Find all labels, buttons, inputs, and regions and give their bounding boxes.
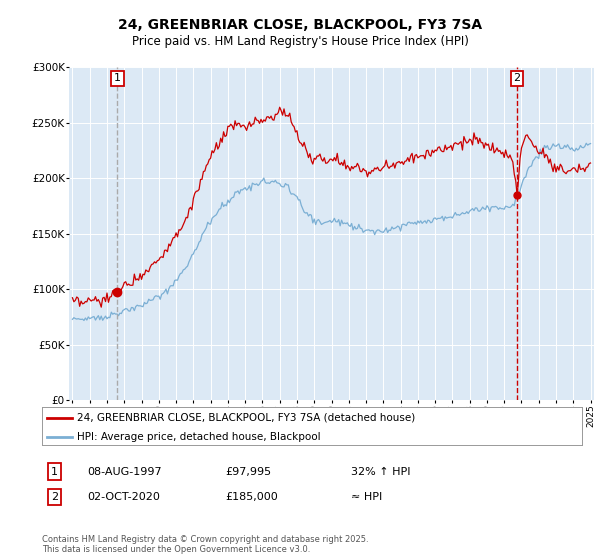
Text: 02-OCT-2020: 02-OCT-2020	[87, 492, 160, 502]
Text: £97,995: £97,995	[225, 466, 271, 477]
Text: 32% ↑ HPI: 32% ↑ HPI	[351, 466, 410, 477]
Text: HPI: Average price, detached house, Blackpool: HPI: Average price, detached house, Blac…	[77, 432, 321, 442]
Text: 24, GREENBRIAR CLOSE, BLACKPOOL, FY3 7SA: 24, GREENBRIAR CLOSE, BLACKPOOL, FY3 7SA	[118, 18, 482, 32]
Text: ≈ HPI: ≈ HPI	[351, 492, 382, 502]
Text: 08-AUG-1997: 08-AUG-1997	[87, 466, 161, 477]
Text: £185,000: £185,000	[225, 492, 278, 502]
Text: 2: 2	[51, 492, 58, 502]
Text: 2: 2	[514, 73, 521, 83]
Text: 1: 1	[114, 73, 121, 83]
Text: 24, GREENBRIAR CLOSE, BLACKPOOL, FY3 7SA (detached house): 24, GREENBRIAR CLOSE, BLACKPOOL, FY3 7SA…	[77, 413, 415, 423]
Text: Price paid vs. HM Land Registry's House Price Index (HPI): Price paid vs. HM Land Registry's House …	[131, 35, 469, 49]
Text: 1: 1	[51, 466, 58, 477]
Text: Contains HM Land Registry data © Crown copyright and database right 2025.
This d: Contains HM Land Registry data © Crown c…	[42, 535, 368, 554]
